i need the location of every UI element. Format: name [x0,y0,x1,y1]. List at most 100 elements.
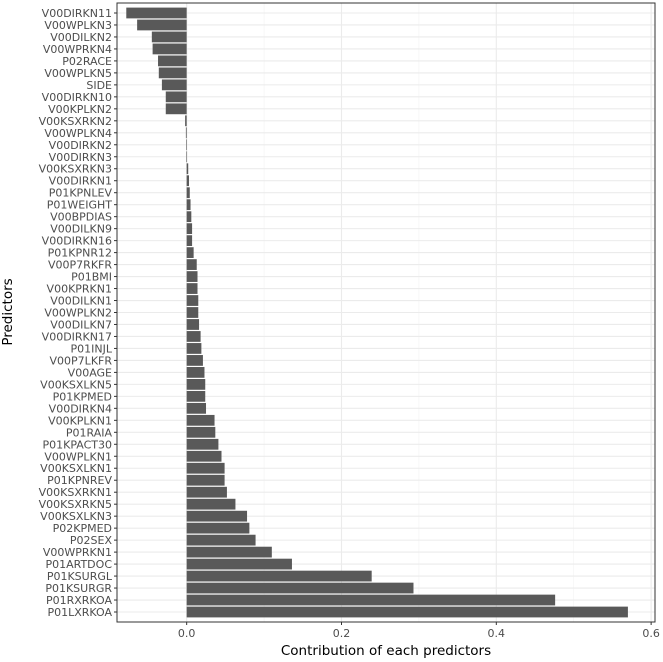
bar [186,343,202,354]
bar [186,522,250,534]
bar [186,414,215,426]
y-tick-label: P01KPNREV [47,474,112,487]
bar [186,319,200,330]
y-tick-label: P02KPMED [53,522,112,535]
y-tick-label: V00WPLKN4 [44,127,112,140]
y-tick-label: P01ARTDOC [45,558,112,571]
bar [186,426,216,438]
bar [126,7,187,19]
y-tick-label: P01BMI [71,271,112,284]
bar [186,462,225,474]
y-tick-label: V00KPRKN1 [47,283,112,296]
bar [186,307,199,318]
bar [186,570,372,582]
y-tick-label: P02SEX [70,534,113,547]
y-tick-label: V00WPLKN3 [44,19,112,32]
bar [151,31,187,43]
y-tick-label: V00DILKN2 [50,31,112,44]
y-tick-label: V00DIRKN16 [42,235,112,248]
grid-lines [117,3,655,622]
x-axis-title: Contribution of each predictors [281,643,491,659]
bar [186,355,203,366]
bars [126,7,628,618]
y-tick-label: V00AGE [68,366,112,379]
bar [186,223,193,235]
y-tick-label: V00WPLKN1 [44,450,112,463]
y-tick-label: P01KSURGR [45,582,112,595]
bar [186,271,198,282]
y-tick-label: V00DIRKN2 [49,139,112,152]
bar [186,594,556,606]
bar [158,55,187,67]
bar [186,378,206,390]
bar [186,558,292,570]
y-axis-title: Predictors [0,278,16,345]
y-tick-label: V00P7LKFR [50,354,113,367]
bar [152,43,187,55]
bar [186,211,192,223]
y-tick-label: P01KPMED [53,390,112,403]
x-tick-label: 0.4 [488,627,506,640]
y-tick-label: V00DIRKN10 [42,91,112,104]
y-tick-label: V00KPLKN1 [48,414,112,427]
y-tick-label: V00KSXLKN1 [40,462,112,475]
y-tick-label: V00DILKN9 [50,223,112,236]
bar [186,498,236,510]
bar [186,235,193,247]
bar [186,163,189,175]
bar [186,438,219,450]
y-tick-label: V00WPRKN4 [43,43,112,56]
y-tick-label: V00KSXRKN1 [39,486,112,499]
y-tick-label: P01KPNLEV [49,187,113,200]
y-tick-label: P01LXRKOA [47,606,112,619]
y-tick-label: V00WPLKN2 [44,307,112,320]
y-tick-label: P01INJL [71,342,113,355]
y-tick-label: P02RACE [62,55,112,68]
x-tick-label: 0.2 [333,627,351,640]
bar [186,199,191,211]
y-tick-label: V00WPRKN1 [43,546,112,559]
bar [185,115,187,127]
bar [186,510,248,522]
x-tick-label: 0.0 [178,627,196,640]
y-tick-label: V00KPLKN2 [48,103,112,116]
bar [186,175,189,187]
bar [186,295,199,306]
bar [137,19,187,31]
y-tick-label: V00DIRKN3 [49,151,112,164]
x-tick-labels: 0.0 0.2 0.4 0.6 [178,622,660,640]
bar [186,534,256,546]
bar [186,331,201,342]
y-tick-labels: V00DIRKN11V00WPLKN3V00DILKN2V00WPRKN4P02… [39,7,117,619]
bar [186,474,225,486]
y-tick-label: P01WEIGHT [47,199,112,212]
y-tick-label: V00KSXRKN3 [39,163,112,176]
bar [186,283,198,294]
y-tick-label: SIDE [86,79,112,92]
y-tick-label: V00KSXRKN2 [39,115,112,128]
bar [161,79,187,91]
y-tick-label: V00DIRKN11 [42,7,112,20]
bar [186,390,206,402]
bar [165,91,187,103]
y-tick-label: V00DIRKN4 [49,402,112,415]
bar [185,127,187,139]
x-tick-label: 0.6 [642,627,660,640]
bar [165,103,187,115]
y-tick-label: V00DILKN7 [50,318,112,331]
y-tick-label: P01KPNR12 [48,247,112,260]
y-tick-label: V00WPLKN5 [44,67,112,80]
bar [186,259,197,270]
y-tick-label: V00KSXLKN5 [40,378,112,391]
bar [186,151,188,163]
y-tick-label: V00DILKN1 [50,295,112,308]
bar [158,67,187,79]
y-tick-label: V00DIRKN17 [42,330,112,343]
y-tick-label: P01KSURGL [47,570,113,583]
bar [186,546,272,558]
bar [186,139,187,151]
bar [186,187,190,199]
bar [186,606,628,618]
y-tick-label: V00BPDIAS [50,211,112,224]
